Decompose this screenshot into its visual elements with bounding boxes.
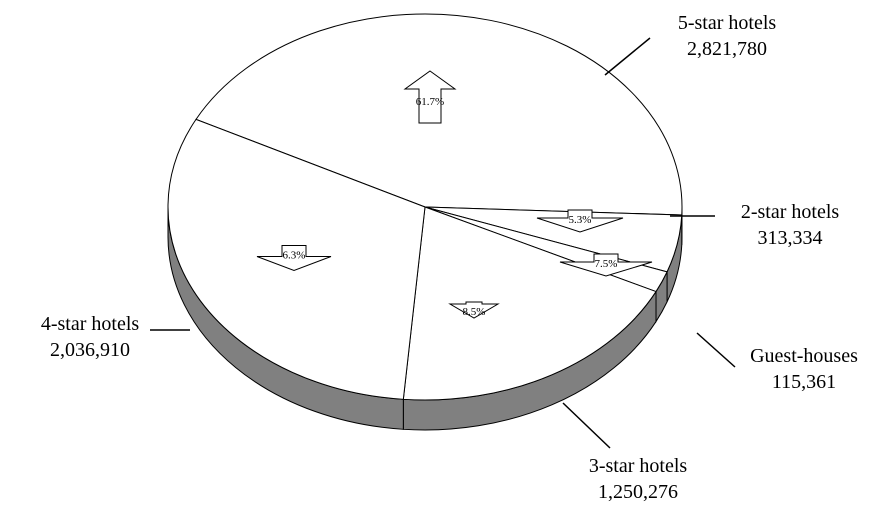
label-4-star: 4-star hotels 2,036,910 xyxy=(41,313,140,361)
change-arrow-5-star: 61.7% xyxy=(403,70,457,124)
arrow-shape-3-star xyxy=(448,301,500,319)
pie-slice-3-star xyxy=(402,206,657,401)
slice-label-4-star: 4-star hotels xyxy=(41,313,140,335)
pie-top-layer xyxy=(167,13,683,401)
leader-line-5-star xyxy=(604,37,651,76)
label-5-star: 5-star hotels 2,821,780 xyxy=(678,12,777,60)
label-2-star: 2-star hotels 313,334 xyxy=(741,201,840,249)
change-arrow-3-star: 8.5% xyxy=(448,301,500,319)
slice-label-guest-houses: Guest-houses xyxy=(750,345,858,367)
slice-value-guest-houses: 115,361 xyxy=(772,371,836,393)
pie-side-layer xyxy=(167,206,683,431)
label-3-star: 3-star hotels 1,250,276 xyxy=(589,455,688,503)
change-arrow-2-star: 5.3% xyxy=(536,209,624,233)
change-label-3-star: 8.5% xyxy=(463,306,486,318)
leader-line-3-star xyxy=(562,402,611,449)
slice-label-2-star: 2-star hotels xyxy=(741,201,840,223)
change-arrow-guest-houses: 7.5% xyxy=(559,253,653,277)
arrow-shape-guest-houses xyxy=(559,253,653,277)
change-arrows: 61.7% 5.3% 7.5% 8.5% 6.3% xyxy=(256,70,653,319)
change-label-5-star: 61.7% xyxy=(416,96,444,108)
label-guest-houses: Guest-houses 115,361 xyxy=(750,345,858,393)
slice-value-2-star: 313,334 xyxy=(758,227,823,249)
slice-label-3-star: 3-star hotels xyxy=(589,455,688,477)
slice-value-4-star: 2,036,910 xyxy=(50,339,130,361)
arrow-shape-4-star xyxy=(256,245,332,272)
change-arrow-4-star: 6.3% xyxy=(256,245,332,272)
leader-lines xyxy=(150,37,736,449)
slice-label-5-star: 5-star hotels xyxy=(678,12,777,34)
change-label-2-star: 5.3% xyxy=(569,214,592,226)
slice-value-3-star: 1,250,276 xyxy=(598,481,678,503)
arrow-shape-2-star xyxy=(536,209,624,233)
change-label-guest-houses: 7.5% xyxy=(595,258,618,270)
slice-value-5-star: 2,821,780 xyxy=(687,38,767,60)
leader-line-guest-houses xyxy=(696,332,736,368)
change-label-4-star: 6.3% xyxy=(283,250,306,262)
arrow-shape-5-star xyxy=(403,70,457,124)
